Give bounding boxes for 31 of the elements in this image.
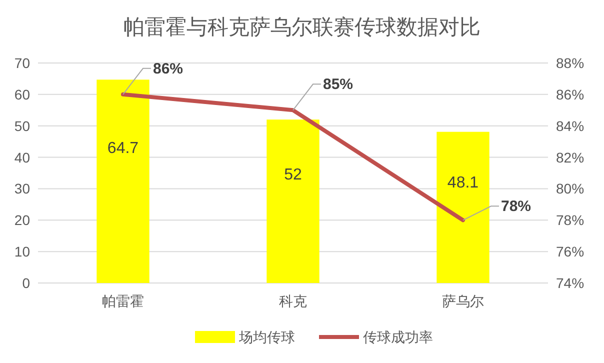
y-tick-label: 20: [14, 212, 30, 228]
bar: [436, 132, 490, 283]
x-tick-label: 帕雷霍: [102, 293, 144, 309]
y-tick-label: 10: [14, 244, 30, 260]
y2-tick-label: 78%: [556, 212, 584, 228]
y2-tick-label: 74%: [556, 275, 584, 291]
y2-tick-label: 88%: [556, 55, 584, 71]
x-tick-label: 科克: [279, 293, 307, 309]
y2-tick-label: 86%: [556, 86, 584, 102]
x-tick-label: 萨乌尔: [442, 293, 484, 309]
bar: [266, 120, 320, 283]
data-label: 64.7: [107, 140, 139, 157]
chart-title: 帕雷霍与科克萨乌尔联赛传球数据对比: [124, 16, 480, 39]
y2-tick-label: 84%: [556, 118, 584, 134]
data-label: 78%: [501, 198, 532, 216]
y-tick-label: 40: [14, 149, 30, 166]
y2-tick-label: 80%: [556, 180, 584, 197]
y2-tick-label: 82%: [556, 149, 584, 166]
y-tick-label: 0: [22, 275, 30, 291]
data-label: 48.1: [447, 174, 479, 192]
y-tick-label: 50: [14, 118, 30, 134]
y2-tick-label: 76%: [556, 244, 584, 260]
legend-label: 场均传球: [238, 329, 295, 345]
y-tick-label: 30: [14, 180, 30, 197]
data-label: 85%: [323, 76, 354, 94]
y-tick-label: 60: [14, 86, 30, 102]
legend-label: 传球成功率: [363, 329, 433, 345]
bar: [96, 80, 150, 283]
y-tick-label: 70: [14, 55, 30, 71]
data-label: 52: [284, 166, 302, 184]
data-label: 86%: [153, 60, 184, 78]
